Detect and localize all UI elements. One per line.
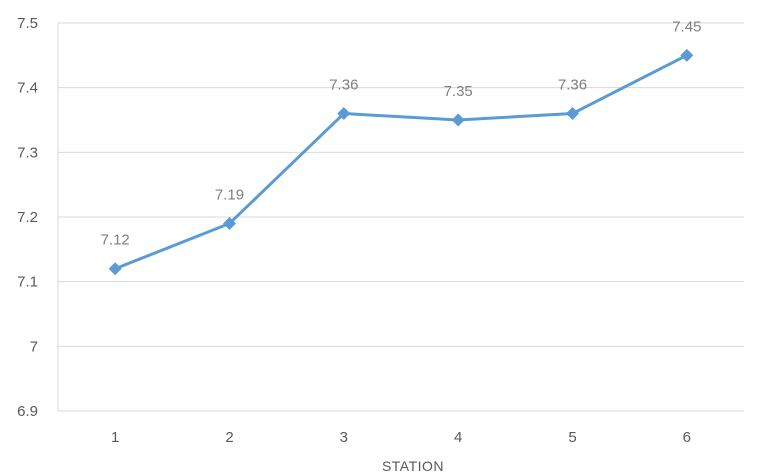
gridlines bbox=[57, 22, 744, 412]
data-label: 7.36 bbox=[329, 77, 358, 94]
series-group bbox=[108, 48, 694, 276]
data-label: 7.35 bbox=[444, 83, 473, 100]
data-point-marker bbox=[680, 48, 694, 62]
data-point-marker bbox=[566, 107, 579, 121]
y-tick-label: 6.9 bbox=[17, 403, 38, 420]
data-labels: 7.12 7.19 7.36 7.35 7.36 7.45 bbox=[101, 18, 702, 248]
x-tick-label: 2 bbox=[225, 429, 233, 446]
x-tick-label: 3 bbox=[340, 429, 348, 446]
data-label: 7.12 bbox=[101, 232, 130, 249]
y-tick-label: 7.4 bbox=[17, 80, 38, 97]
y-tick-label: 7.5 bbox=[17, 15, 38, 32]
x-tick-label: 5 bbox=[568, 429, 576, 446]
x-axis-ticks: 1 2 3 4 5 6 bbox=[111, 429, 691, 446]
data-point-marker bbox=[451, 113, 465, 127]
x-tick-label: 1 bbox=[111, 429, 119, 446]
data-point-marker bbox=[337, 107, 351, 121]
y-axis-ticks: 6.9 7 7.1 7.2 7.3 7.4 7.5 bbox=[17, 15, 38, 420]
y-tick-label: 7 bbox=[30, 338, 38, 355]
data-point-marker bbox=[223, 216, 236, 230]
data-label: 7.45 bbox=[672, 18, 701, 35]
y-tick-label: 7.1 bbox=[17, 274, 38, 291]
data-label: 7.19 bbox=[215, 186, 244, 203]
y-tick-label: 7.3 bbox=[17, 144, 38, 161]
series-line bbox=[113, 53, 689, 271]
x-tick-label: 6 bbox=[683, 429, 691, 446]
data-label: 7.36 bbox=[558, 77, 587, 94]
data-point-marker bbox=[108, 262, 122, 276]
y-tick-label: 7.2 bbox=[17, 209, 38, 226]
x-tick-label: 4 bbox=[454, 429, 462, 446]
x-axis-title: STATION bbox=[382, 458, 444, 474]
